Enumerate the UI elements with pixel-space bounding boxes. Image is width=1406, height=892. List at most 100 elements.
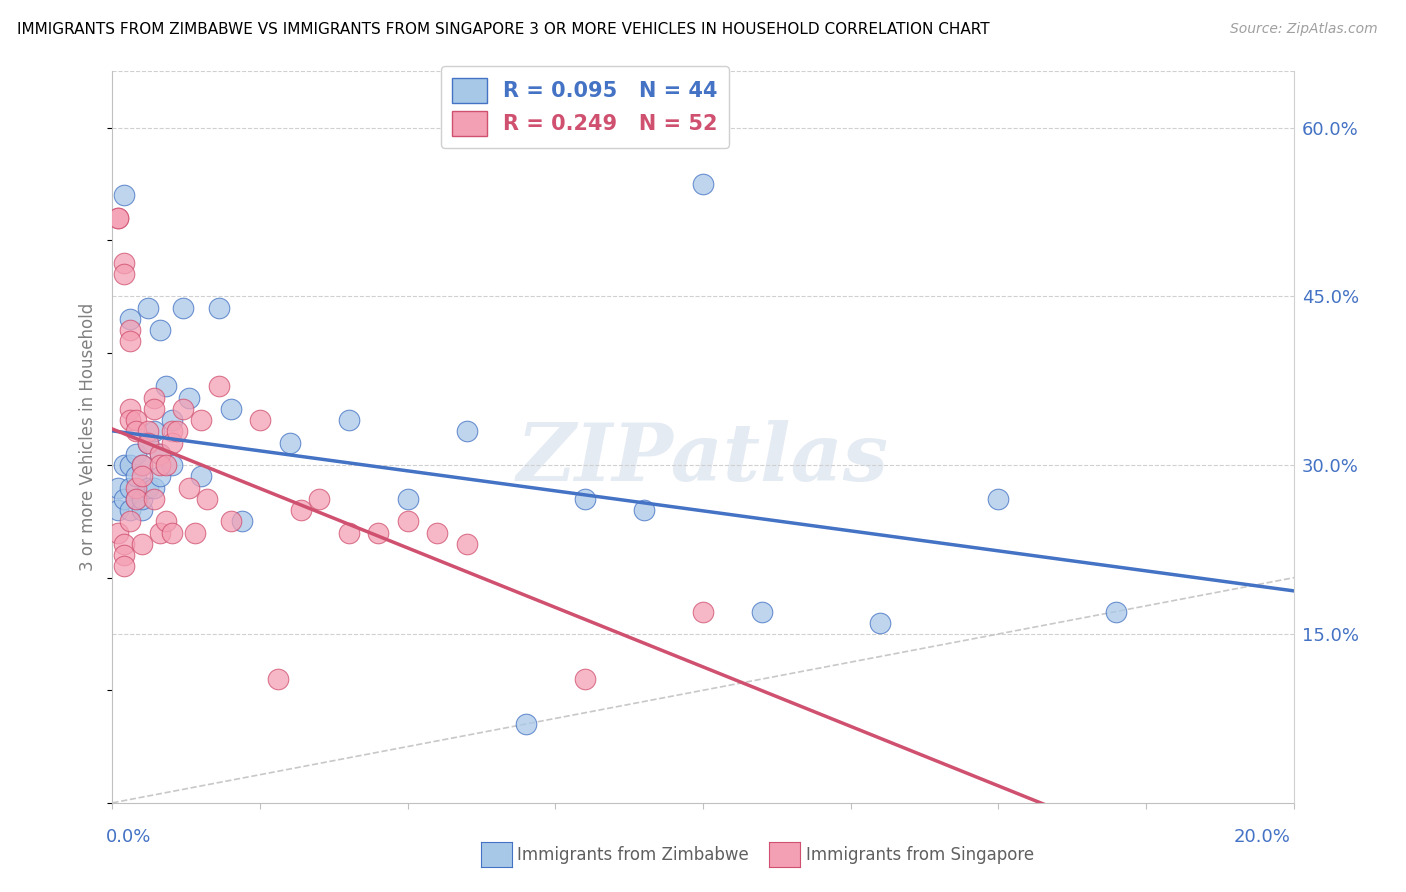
Text: Immigrants from Singapore: Immigrants from Singapore [806,846,1033,863]
Point [208,379,231,393]
Point [337,413,360,427]
Point [142,401,165,416]
Point [120,334,142,349]
Point [131,503,153,517]
Point [396,491,419,506]
Point [149,525,172,540]
Point [112,559,135,574]
Point [120,312,142,326]
Point [142,391,165,405]
Point [987,491,1010,506]
Point [278,435,301,450]
Text: 20.0%: 20.0% [1234,828,1291,846]
Point [131,458,153,473]
Point [367,525,389,540]
Point [574,491,596,506]
Point [184,525,207,540]
Text: Immigrants from Zimbabwe: Immigrants from Zimbabwe [517,846,749,863]
Point [149,447,172,461]
Text: ZIPatlas: ZIPatlas [517,420,889,498]
Point [574,672,596,686]
Point [107,211,129,225]
Point [136,301,159,315]
Point [107,503,129,517]
Point [149,323,172,337]
Point [149,447,172,461]
Point [692,605,714,619]
Point [149,469,172,483]
Y-axis label: 3 or more Vehicles in Household: 3 or more Vehicles in Household [79,303,97,571]
Point [136,481,159,495]
Point [112,458,135,473]
Point [107,211,129,225]
Point [131,537,153,551]
Point [426,525,449,540]
Point [231,515,253,529]
Point [136,435,159,450]
Point [125,481,148,495]
Point [107,525,129,540]
Point [112,548,135,562]
Point [267,672,290,686]
Point [195,491,218,506]
Point [172,301,194,315]
Point [166,425,188,439]
Point [112,267,135,281]
Point [112,491,135,506]
Text: Source: ZipAtlas.com: Source: ZipAtlas.com [1230,22,1378,37]
Point [125,491,148,506]
Point [160,435,183,450]
Point [172,401,194,416]
Point [107,481,129,495]
Point [155,458,177,473]
Point [155,379,177,393]
Point [131,458,153,473]
Point [125,447,148,461]
Point [142,425,165,439]
Point [125,491,148,506]
Point [190,469,212,483]
Point [179,481,201,495]
Point [308,491,330,506]
Point [515,717,537,731]
Point [120,323,142,337]
Point [120,401,142,416]
Point [131,469,153,483]
Point [142,481,165,495]
Point [219,515,242,529]
Point [125,425,148,439]
Point [120,413,142,427]
Point [160,425,183,439]
Point [692,177,714,191]
Point [160,525,183,540]
Point [869,615,891,630]
Point [208,301,231,315]
Point [190,413,212,427]
Point [120,503,142,517]
Point [396,515,419,529]
Point [179,391,201,405]
Text: IMMIGRANTS FROM ZIMBABWE VS IMMIGRANTS FROM SINGAPORE 3 OR MORE VEHICLES IN HOUS: IMMIGRANTS FROM ZIMBABWE VS IMMIGRANTS F… [17,22,990,37]
Point [633,503,655,517]
Point [1105,605,1128,619]
Point [136,425,159,439]
Point [155,515,177,529]
Point [112,537,135,551]
Point [290,503,312,517]
Point [751,605,773,619]
Point [125,413,148,427]
Point [160,458,183,473]
Point [219,401,242,416]
Point [149,458,172,473]
Legend: R = 0.095   N = 44, R = 0.249   N = 52: R = 0.095 N = 44, R = 0.249 N = 52 [440,66,730,147]
Point [120,515,142,529]
Point [125,469,148,483]
Point [131,491,153,506]
Point [337,525,360,540]
Point [120,458,142,473]
Point [160,413,183,427]
Point [112,255,135,269]
Text: 0.0%: 0.0% [105,828,150,846]
Point [249,413,271,427]
Point [456,537,478,551]
